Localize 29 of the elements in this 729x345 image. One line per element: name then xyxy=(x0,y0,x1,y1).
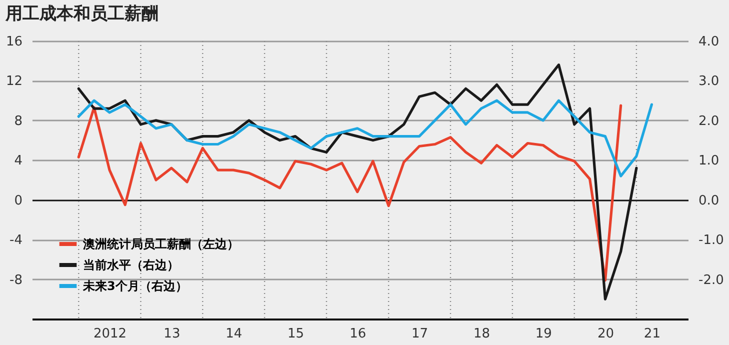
y-tick-label: -8 xyxy=(10,272,22,288)
x-tick-label: 19 xyxy=(535,326,552,342)
y2-tick-label: -2.0 xyxy=(698,272,724,288)
chart-title: 用工成本和员工薪酬 xyxy=(4,4,158,24)
line-series xyxy=(77,99,653,178)
y2-tick-label: 4.0 xyxy=(698,34,720,50)
x-tick-label: 14 xyxy=(226,326,242,342)
y2-tick-label: 0.0 xyxy=(698,193,720,208)
x-tick-label: 21 xyxy=(644,326,660,342)
x-tick-label: 15 xyxy=(288,326,304,342)
y-tick-label: 0 xyxy=(14,193,22,208)
y2-tick-label: 1.0 xyxy=(698,154,720,169)
x-tick-label: 16 xyxy=(350,326,366,342)
x-tick-label: 17 xyxy=(412,326,428,342)
x-tick-label: 2012 xyxy=(93,326,127,342)
legend-label: 澳洲统计局员工薪酬（左边） xyxy=(82,237,239,251)
legend-label: 未来3个月（右边） xyxy=(82,279,188,293)
y-tick-label: -4 xyxy=(10,233,22,248)
y-tick-label: 4 xyxy=(14,154,22,169)
x-tick-label: 13 xyxy=(164,326,180,342)
y2-tick-label: 2.0 xyxy=(698,114,720,129)
y2-tick-label: 3.0 xyxy=(698,74,720,90)
x-tick-label: 18 xyxy=(473,326,490,342)
y2-tick-label: -1.0 xyxy=(698,233,724,248)
y-tick-label: 12 xyxy=(6,74,22,90)
legend-label: 当前水平（右边） xyxy=(83,258,179,272)
y-tick-label: 16 xyxy=(6,34,22,50)
y-tick-label: 8 xyxy=(14,114,22,129)
x-tick-label: 20 xyxy=(597,326,614,342)
